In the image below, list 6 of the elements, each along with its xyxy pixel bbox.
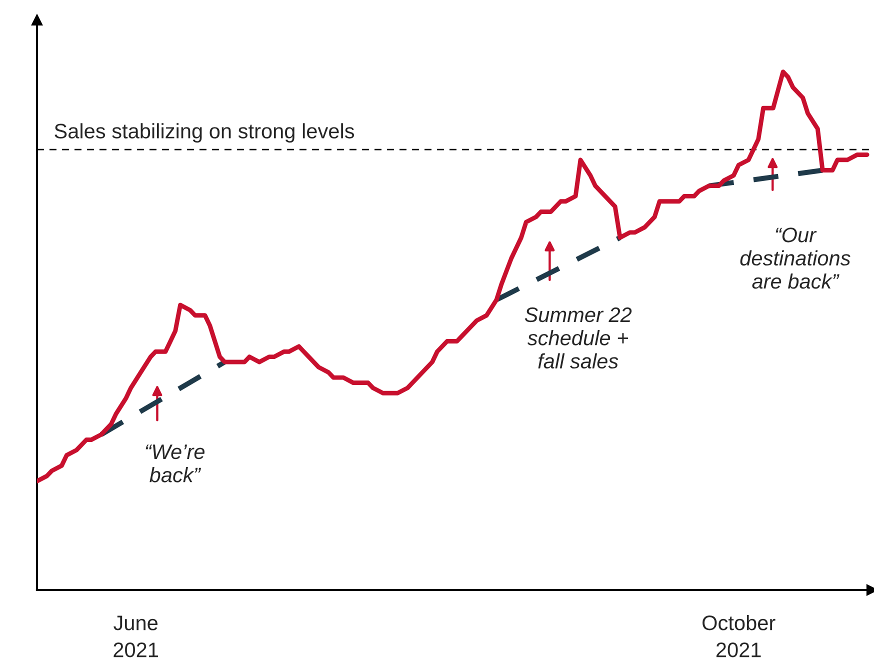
annotation: “We’re back” [146, 444, 204, 482]
x-tick-label: October 2021 [702, 615, 776, 658]
x-tick-label: June 2021 [114, 616, 158, 658]
annotation: Summer 22 schedule + fall sales [524, 307, 632, 369]
ref-line-label: Sales stabilizing on strong levels [54, 123, 354, 143]
annotation: “Our destinations are back” [740, 228, 850, 289]
